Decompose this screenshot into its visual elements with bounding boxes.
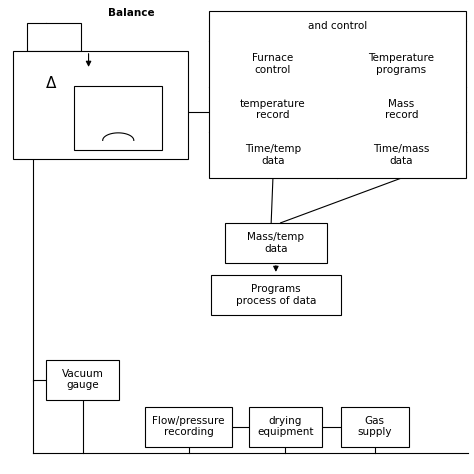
Bar bbox=[225, 223, 327, 263]
Text: Time/mass
data: Time/mass data bbox=[373, 145, 429, 166]
Text: Furnace
control: Furnace control bbox=[252, 53, 293, 74]
Text: drying
equipment: drying equipment bbox=[257, 416, 313, 438]
Text: Δ: Δ bbox=[46, 76, 56, 91]
Text: Programs
process of data: Programs process of data bbox=[236, 284, 316, 306]
Text: Balance: Balance bbox=[108, 8, 155, 18]
Bar bbox=[46, 359, 119, 400]
Text: and control: and control bbox=[308, 21, 367, 31]
Text: Gas
supply: Gas supply bbox=[357, 416, 392, 438]
Text: temperature
record: temperature record bbox=[240, 99, 306, 120]
Bar bbox=[27, 23, 82, 51]
Text: Temperature
programs: Temperature programs bbox=[368, 53, 434, 74]
Bar bbox=[13, 51, 188, 159]
Bar bbox=[74, 86, 162, 150]
Text: Mass/temp
data: Mass/temp data bbox=[247, 232, 304, 254]
Bar bbox=[341, 407, 409, 447]
Text: Time/temp
data: Time/temp data bbox=[245, 145, 301, 166]
Bar bbox=[249, 407, 322, 447]
Text: Flow/pressure
recording: Flow/pressure recording bbox=[153, 416, 225, 438]
Bar bbox=[145, 407, 232, 447]
Text: Mass
record: Mass record bbox=[384, 99, 418, 120]
Text: Vacuum
gauge: Vacuum gauge bbox=[62, 369, 104, 391]
Bar bbox=[209, 11, 465, 178]
Bar bbox=[211, 275, 341, 315]
